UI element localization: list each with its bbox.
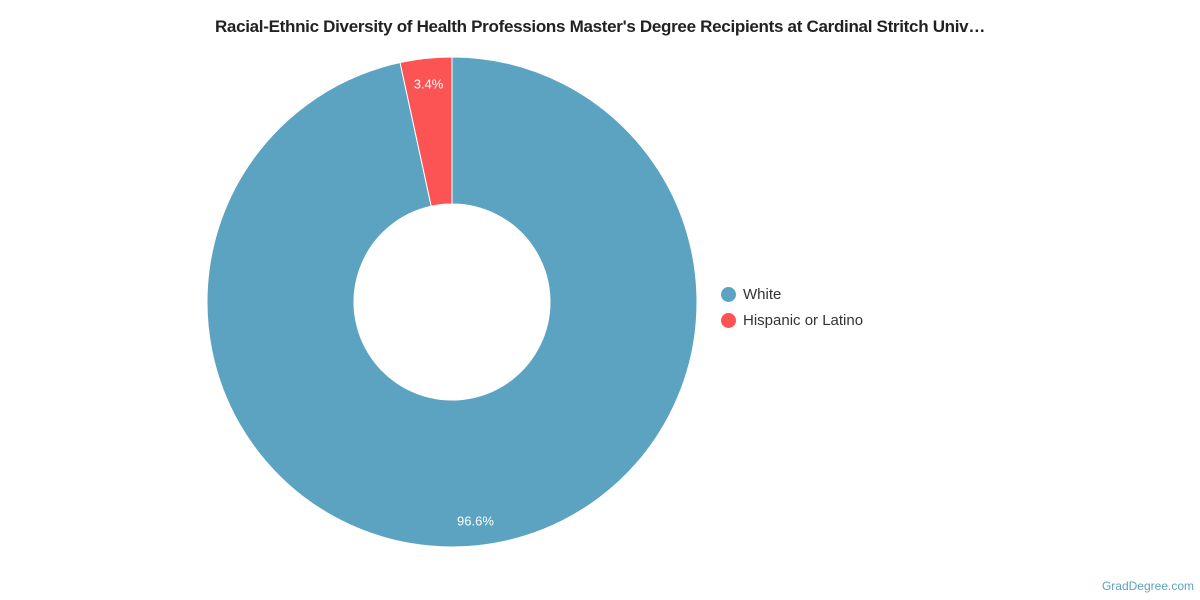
legend-item-hispanic-or-latino[interactable]: Hispanic or Latino — [721, 307, 863, 333]
legend: White Hispanic or Latino — [721, 281, 863, 333]
data-label: 96.6% — [457, 514, 494, 529]
slice-white[interactable] — [206, 56, 698, 548]
legend-marker-icon — [721, 286, 736, 302]
legend-label: Hispanic or Latino — [743, 311, 864, 329]
legend-label: White — [743, 285, 782, 303]
data-label: 3.4% — [414, 76, 444, 91]
legend-marker-icon — [721, 312, 736, 328]
legend-item-white[interactable]: White — [721, 281, 863, 307]
credit-link[interactable]: GradDegree.com — [1101, 579, 1194, 593]
chart-title: Racial-Ethnic Diversity of Health Profes… — [214, 17, 986, 36]
slice-hispanic-or-latino[interactable] — [399, 56, 453, 207]
